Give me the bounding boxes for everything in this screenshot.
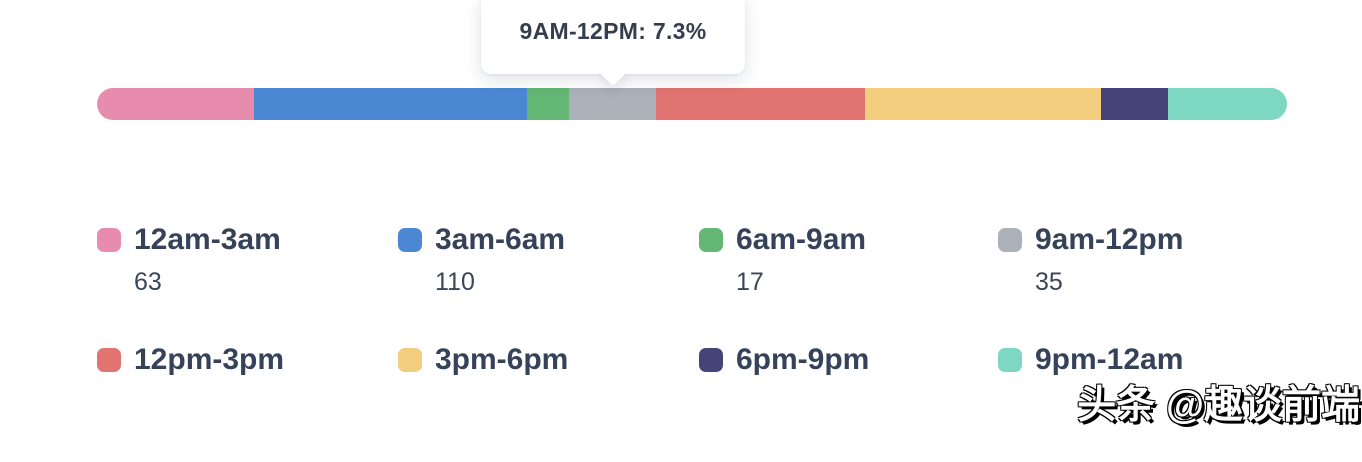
legend-item-value: 35 <box>1035 268 1063 296</box>
legend-swatch-icon <box>998 228 1022 252</box>
bar-segment-6am-9am[interactable] <box>527 88 570 120</box>
legend-item-value <box>736 387 998 417</box>
chart-tooltip: 9AM-12PM: 7.3% <box>481 0 745 87</box>
stacked-bar <box>97 88 1287 120</box>
legend-item-6pm-9pm[interactable]: 6pm-9pm <box>699 342 998 462</box>
legend-item-3pm-6pm[interactable]: 3pm-6pm <box>398 342 699 462</box>
legend-item-head: 9pm-12am <box>998 342 1308 378</box>
legend-item-value <box>435 387 699 417</box>
legend-item-label: 9am-12pm <box>1035 223 1184 256</box>
legend-item-head: 6pm-9pm <box>699 342 998 378</box>
legend-swatch-icon <box>398 348 422 372</box>
legend-swatch-icon <box>97 348 121 372</box>
legend-item-label: 9pm-12am <box>1035 343 1184 376</box>
bar-segment-9pm-12am[interactable] <box>1167 88 1287 120</box>
tooltip-arrow-icon <box>598 57 628 87</box>
legend-swatch-icon <box>97 228 121 252</box>
tooltip-text: 9AM-12PM: 7.3% <box>519 17 707 44</box>
legend-item-12pm-3pm[interactable]: 12pm-3pm <box>97 342 398 462</box>
bar-segment-6pm-9pm[interactable] <box>1101 88 1168 120</box>
legend-item-head: 6am-9am <box>699 222 998 258</box>
legend-item-3am-6am[interactable]: 3am-6am 110 <box>398 222 699 342</box>
legend-item-head: 3pm-6pm <box>398 342 699 378</box>
legend-swatch-icon <box>699 228 723 252</box>
legend-item-9pm-12am[interactable]: 9pm-12am <box>998 342 1308 462</box>
legend-item-head: 3am-6am <box>398 222 699 258</box>
legend-item-value <box>134 387 398 417</box>
bar-segment-3pm-6pm[interactable] <box>864 88 1101 120</box>
bar-segment-12am-3am[interactable] <box>97 88 255 120</box>
legend-swatch-icon <box>398 228 422 252</box>
legend-item-head: 9am-12pm <box>998 222 1308 258</box>
legend-item-label: 6am-9am <box>736 223 867 256</box>
watermark: 头条 @趣谈前端 <box>1077 384 1360 427</box>
legend-item-9am-12pm[interactable]: 9am-12pm 35 <box>998 222 1308 342</box>
legend-item-label: 12pm-3pm <box>134 343 285 376</box>
legend-item-value: 63 <box>134 268 162 296</box>
legend-item-12am-3am[interactable]: 12am-3am 63 <box>97 222 398 342</box>
legend-item-head: 12pm-3pm <box>97 342 398 378</box>
bar-segment-12pm-3pm[interactable] <box>656 88 865 120</box>
legend-swatch-icon <box>699 348 723 372</box>
legend-item-head: 12am-3am <box>97 222 398 258</box>
legend-item-value: 17 <box>736 268 764 296</box>
legend-swatch-icon <box>998 348 1022 372</box>
legend-item-value: 110 <box>435 268 475 296</box>
bar-segment-3am-6am[interactable] <box>254 88 528 120</box>
chart-legend: 12am-3am 63 3am-6am 110 6am-9am 17 9am-1… <box>97 222 1308 462</box>
legend-item-label: 12am-3am <box>134 223 281 256</box>
legend-item-label: 6pm-9pm <box>736 343 870 376</box>
legend-item-label: 3am-6am <box>435 223 566 256</box>
legend-item-6am-9am[interactable]: 6am-9am 17 <box>699 222 998 342</box>
legend-item-label: 3pm-6pm <box>435 343 569 376</box>
bar-segment-9am-12pm[interactable] <box>569 88 657 120</box>
